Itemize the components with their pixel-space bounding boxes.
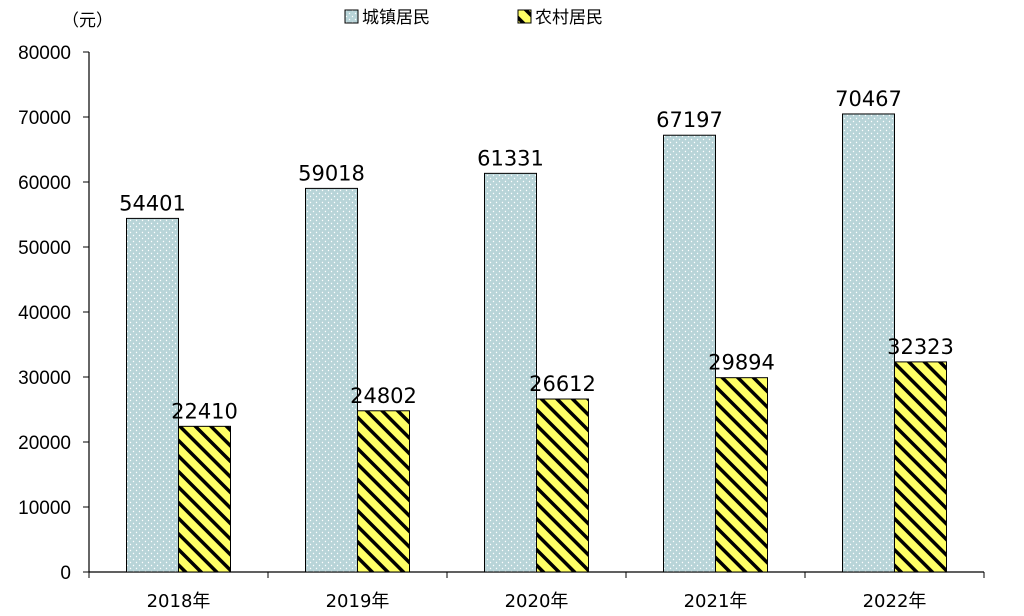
data-label-urban: 61331 <box>477 146 544 170</box>
bar-urban <box>305 187 358 573</box>
y-tick-label: 40000 <box>18 303 71 324</box>
y-tick-label: 0 <box>60 563 71 584</box>
y-tick-label: 70000 <box>18 108 71 129</box>
y-tick-label: 30000 <box>18 368 71 389</box>
data-label-rural: 32323 <box>887 335 954 359</box>
bar-rural <box>536 398 589 573</box>
y-unit-label: （元） <box>62 11 113 31</box>
legend: 城镇居民 农村居民 <box>344 8 603 28</box>
bar-rural <box>715 377 768 573</box>
bar-rural <box>178 425 231 573</box>
data-label-rural: 26612 <box>529 372 596 396</box>
y-tick-label: 80000 <box>18 43 71 64</box>
legend-label-rural: 农村居民 <box>535 8 603 28</box>
y-tick-label: 60000 <box>18 173 71 194</box>
legend-label-urban: 城镇居民 <box>362 8 430 28</box>
y-tick-label: 10000 <box>18 498 71 519</box>
data-labels: 54401 59018 61331 67197 70467 22410 24802 26612… <box>119 87 954 423</box>
data-label-urban: 70467 <box>835 87 902 111</box>
x-tick-label: 2019年 <box>326 591 390 612</box>
data-label-rural: 29894 <box>708 351 775 375</box>
y-tick-label: 50000 <box>18 238 71 259</box>
x-tick-label: 2020年 <box>505 591 569 612</box>
data-label-rural: 24802 <box>350 384 417 408</box>
bar-rural <box>357 410 410 573</box>
bar-urban <box>663 134 716 573</box>
data-label-rural: 22410 <box>171 399 238 423</box>
y-tick-label: 20000 <box>18 433 71 454</box>
bar-rural <box>894 361 947 573</box>
legend-swatch-urban <box>344 9 359 24</box>
x-tick-label: 2018年 <box>147 591 211 612</box>
data-label-urban: 67197 <box>656 108 723 132</box>
bar-urban <box>842 113 895 573</box>
legend-swatch-rural <box>517 9 532 24</box>
bar-urban <box>126 217 179 573</box>
data-label-urban: 54401 <box>119 191 186 215</box>
bars <box>126 113 947 573</box>
x-tick-label: 2021年 <box>684 591 748 612</box>
data-label-urban: 59018 <box>298 161 365 185</box>
bar-urban <box>484 172 537 573</box>
x-tick-label: 2022年 <box>863 591 927 612</box>
axes: 0 10000 20000 30000 40000 50000 60000 70000 8000… <box>18 43 985 612</box>
